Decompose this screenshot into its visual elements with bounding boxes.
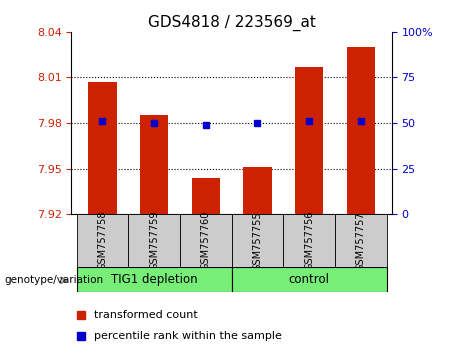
Text: control: control xyxy=(289,273,330,286)
Text: transformed count: transformed count xyxy=(94,310,198,320)
Bar xyxy=(284,214,335,267)
Bar xyxy=(231,267,387,292)
Text: GSM757758: GSM757758 xyxy=(97,211,107,270)
Bar xyxy=(335,214,387,267)
Text: GSM757757: GSM757757 xyxy=(356,211,366,270)
Bar xyxy=(192,178,220,214)
Bar xyxy=(140,115,168,214)
Bar xyxy=(347,47,375,214)
Bar xyxy=(88,82,117,214)
Bar xyxy=(180,214,231,267)
Text: genotype/variation: genotype/variation xyxy=(5,275,104,285)
Title: GDS4818 / 223569_at: GDS4818 / 223569_at xyxy=(148,14,316,30)
Bar xyxy=(295,67,323,214)
Bar xyxy=(231,214,284,267)
Text: GSM757755: GSM757755 xyxy=(253,211,262,270)
Bar xyxy=(243,167,272,214)
Text: percentile rank within the sample: percentile rank within the sample xyxy=(94,331,282,341)
Bar xyxy=(128,214,180,267)
Bar xyxy=(77,267,231,292)
Text: TIG1 depletion: TIG1 depletion xyxy=(111,273,197,286)
Text: GSM757760: GSM757760 xyxy=(201,211,211,270)
Text: GSM757756: GSM757756 xyxy=(304,211,314,270)
Text: GSM757759: GSM757759 xyxy=(149,211,159,270)
Bar xyxy=(77,214,128,267)
